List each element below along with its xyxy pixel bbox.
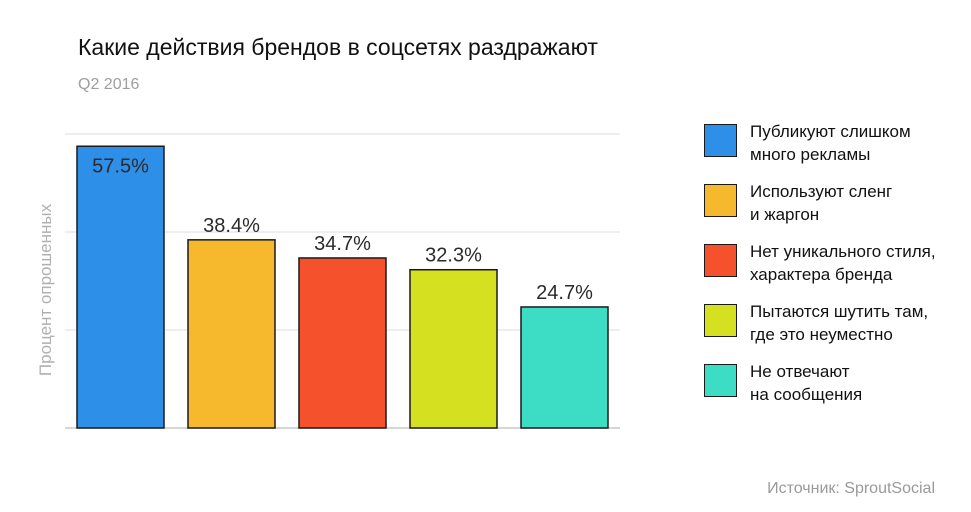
- source-note: Источник: SproutSocial: [767, 480, 935, 497]
- bar-chart: 57.5% 38.4% 34.7% 32.3% 24.7%: [65, 133, 620, 429]
- legend-label: Публикуют слишком много рекламы: [750, 120, 970, 166]
- legend-label-line: характера бренда: [750, 265, 893, 284]
- data-label-1: 57.5%: [92, 155, 149, 177]
- legend-label-line: Не отвечают: [750, 362, 850, 381]
- data-label-4: 32.3%: [425, 245, 482, 267]
- legend-label: Не отвечают на сообщения: [750, 360, 970, 406]
- legend-swatch: [704, 304, 737, 337]
- legend-label-line: где это неуместно: [750, 325, 893, 344]
- bar-3: [298, 257, 387, 429]
- legend-swatch: [704, 124, 737, 157]
- legend-label: Нет уникального стиля, характера бренда: [750, 240, 970, 286]
- legend-item-3: Нет уникального стиля, характера бренда: [704, 240, 964, 290]
- legend-label-line: Нет уникального стиля,: [750, 242, 936, 261]
- legend-label-line: много рекламы: [750, 145, 871, 164]
- data-label-5: 24.7%: [536, 282, 593, 304]
- bar-2: [187, 239, 276, 429]
- bar-5: [520, 306, 609, 429]
- chart-title: Какие действия брендов в соцсетях раздра…: [78, 34, 598, 60]
- data-label-2: 38.4%: [203, 215, 260, 237]
- legend-swatch: [704, 244, 737, 277]
- legend-item-1: Публикуют слишком много рекламы: [704, 120, 964, 170]
- chart-subtitle: Q2 2016: [78, 76, 140, 93]
- data-label-3: 34.7%: [314, 233, 371, 255]
- legend-label-line: и жаргон: [750, 205, 820, 224]
- legend-item-5: Не отвечают на сообщения: [704, 360, 964, 410]
- legend-swatch: [704, 364, 737, 397]
- legend-label-line: Используют сленг: [750, 182, 893, 201]
- legend-item-2: Используют сленг и жаргон: [704, 180, 964, 230]
- legend-label-line: Публикуют слишком: [750, 122, 911, 141]
- legend-label-line: на сообщения: [750, 385, 863, 404]
- legend-label: Пытаются шутить там, где это неуместно: [750, 300, 970, 346]
- bar-4: [409, 268, 498, 429]
- bar-1: [76, 145, 165, 429]
- legend-label: Используют сленг и жаргон: [750, 180, 970, 226]
- legend-item-4: Пытаются шутить там, где это неуместно: [704, 300, 964, 350]
- legend-swatch: [704, 184, 737, 217]
- legend-label-line: Пытаются шутить там,: [750, 302, 929, 321]
